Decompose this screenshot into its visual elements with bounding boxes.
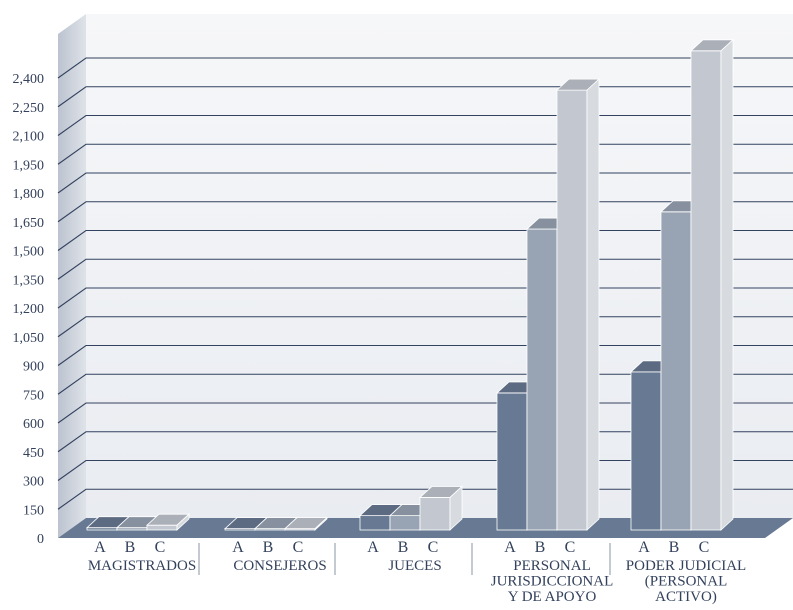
- category-label: MAGISTRADOS: [88, 558, 196, 574]
- bar-front: [526, 228, 558, 531]
- bar-front: [359, 515, 391, 531]
- series-label: C: [293, 539, 304, 556]
- y-tick-label: 600: [23, 417, 44, 432]
- category-label: JURISDICCIONAL: [491, 574, 614, 590]
- y-tick-label: 900: [23, 360, 44, 375]
- gridline: [57, 57, 793, 79]
- bar-side: [720, 38, 734, 531]
- series-label: A: [638, 539, 650, 556]
- series-label: C: [155, 539, 166, 556]
- bar-front: [660, 211, 692, 531]
- bar: [418, 485, 464, 531]
- y-tick-label: 1,800: [13, 187, 45, 202]
- category-label: PODER JUDICIAL: [626, 558, 746, 574]
- series-label: A: [94, 539, 106, 556]
- series-label: A: [232, 539, 244, 556]
- y-tick-label: 1,950: [13, 158, 45, 173]
- y-tick-label: 2,100: [13, 130, 45, 145]
- bar-side: [586, 78, 600, 531]
- series-label: B: [263, 539, 274, 556]
- y-tick-label: 300: [23, 475, 44, 490]
- y-tick-label: 1,500: [13, 245, 45, 260]
- bar-front: [690, 50, 722, 531]
- category-label: PERSONAL: [513, 558, 591, 574]
- left-wall: [58, 14, 86, 538]
- series-label: C: [699, 539, 710, 556]
- y-tick-label: 150: [23, 503, 44, 518]
- bar: [283, 516, 329, 531]
- bar-side: [176, 513, 190, 531]
- bar-front: [556, 89, 588, 531]
- series-label: C: [428, 539, 439, 556]
- bar: [689, 38, 735, 531]
- bar: [555, 78, 601, 531]
- series-label: B: [669, 539, 680, 556]
- bar-side: [314, 516, 328, 531]
- series-label: B: [398, 539, 409, 556]
- series-label: B: [535, 539, 546, 556]
- bar-front: [496, 392, 528, 531]
- y-tick-label: 1,650: [13, 216, 45, 231]
- category-label: CONSEJEROS: [233, 558, 326, 574]
- category-label: Y DE APOYO: [508, 589, 597, 605]
- bar-front: [146, 524, 178, 531]
- y-tick-label: 1,350: [13, 273, 45, 288]
- category-label: ACTIVO): [655, 589, 717, 605]
- y-tick-label: 450: [23, 446, 44, 461]
- bar: [145, 513, 191, 531]
- bar-front: [630, 371, 662, 531]
- series-label: C: [565, 539, 576, 556]
- series-label: A: [504, 539, 516, 556]
- bar-side: [449, 485, 463, 531]
- y-tick-label: 0: [37, 532, 44, 547]
- y-tick-label: 2,400: [13, 72, 45, 87]
- y-tick-label: 2,250: [13, 101, 45, 116]
- series-label: B: [125, 539, 136, 556]
- category-label: (PERSONAL: [645, 574, 728, 590]
- y-tick-label: 1,050: [13, 331, 45, 346]
- bar-front: [389, 515, 421, 531]
- bar-front: [419, 497, 451, 531]
- series-label: A: [367, 539, 379, 556]
- category-label: JUECES: [388, 558, 441, 574]
- gridline: [57, 86, 793, 108]
- y-tick-label: 750: [23, 388, 44, 403]
- y-tick-label: 1,200: [13, 302, 45, 317]
